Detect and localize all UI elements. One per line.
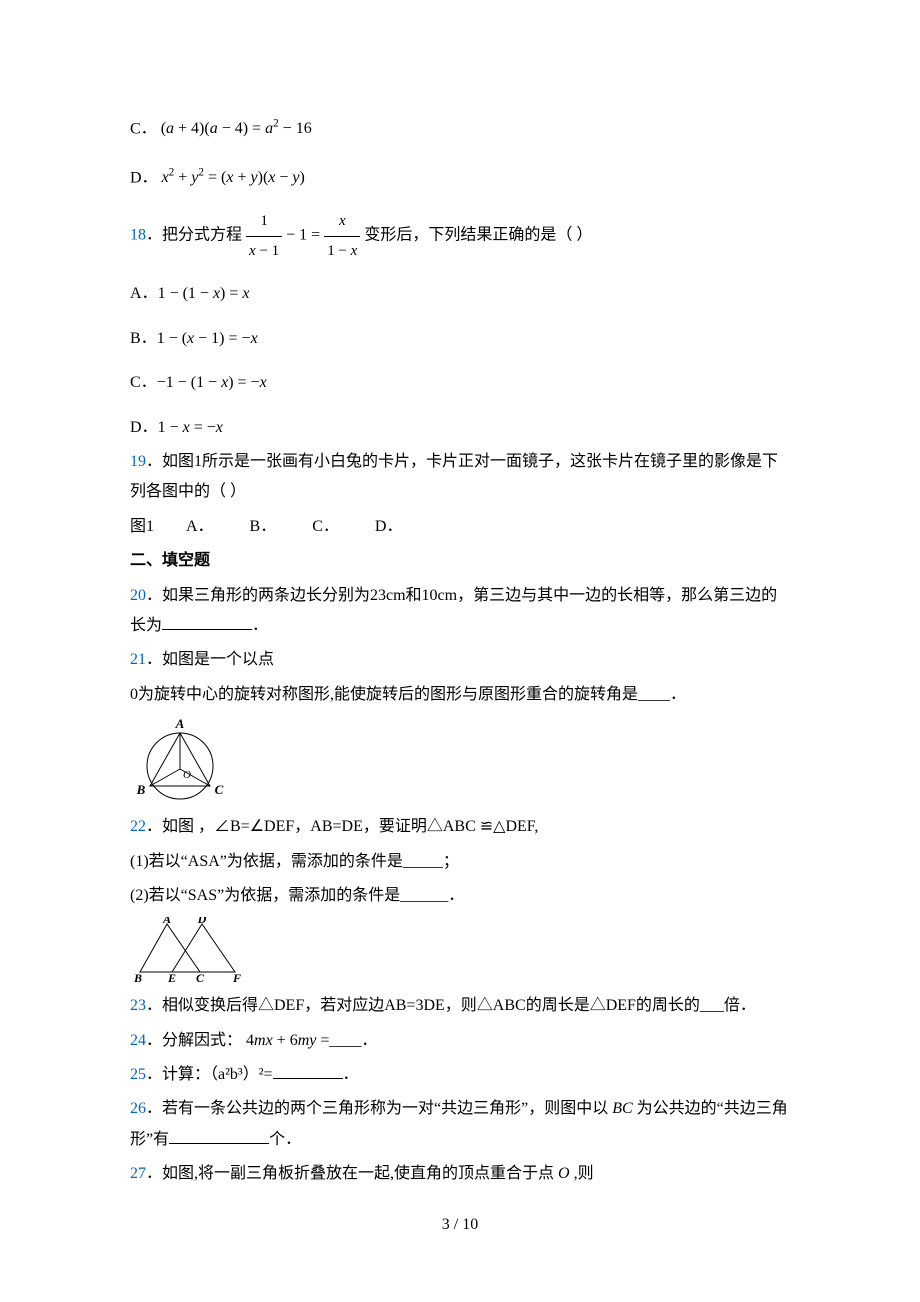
svg-text:A: A	[162, 917, 171, 926]
q26-blank	[169, 1127, 269, 1144]
q27-text-a: ．如图,将一副三角板折叠放在一起,使直角的顶点重合于点	[146, 1165, 558, 1182]
q18-mid: − 1 =	[286, 227, 320, 244]
q19-number: 19	[130, 453, 146, 470]
q20-blank	[162, 613, 252, 630]
svg-text:O: O	[183, 769, 191, 781]
page-content: C． (a + 4)(a − 4) = a2 − 16 D． x2 + y2 =…	[0, 0, 920, 1280]
q26-bc: BC	[612, 1100, 632, 1117]
q22-sub2: (2)若以“SAS”为依据，需添加的条件是______．	[130, 881, 790, 911]
page-footer: 3 / 10	[130, 1210, 790, 1240]
svg-text:A: A	[175, 716, 185, 731]
figure-22: A D B E C F	[130, 917, 260, 985]
q22: 22．如图 ，∠B=∠DEF，AB=DE，要证明△ABC ≌△DEF,	[130, 812, 790, 842]
q21-line2: 0为旋转中心的旋转对称图形,能使旋转后的图形与原图形重合的旋转角是____．	[130, 680, 790, 710]
q25: 25．计算：（a²b³）²=．	[130, 1060, 790, 1090]
option-c: C． (a + 4)(a − 4) = a2 − 16	[130, 114, 790, 145]
q19-options-row: 图1 A． B． C． D．	[130, 512, 790, 542]
q18-text-a: ．把分式方程	[146, 227, 242, 244]
q24: 24．分解因式： 4mx + 6my =____．	[130, 1026, 790, 1056]
q19: 19．如图1所示是一张画有小白兔的卡片，卡片正对一面镜子，这张卡片在镜子里的影像…	[130, 447, 790, 508]
q25-blank	[273, 1062, 343, 1079]
svg-text:C: C	[215, 782, 224, 797]
q18: 18．把分式方程 1x − 1 − 1 = x1 − x 变形后，下列结果正确的…	[130, 207, 790, 265]
svg-text:B: B	[136, 782, 146, 797]
option-d: D． x2 + y2 = (x + y)(x − y)	[130, 163, 790, 194]
q25-number: 25	[130, 1066, 146, 1083]
q27-number: 27	[130, 1165, 146, 1182]
q18-opt-a: A．1 − (1 − x) = x	[130, 279, 790, 309]
q19-text: ．如图1所示是一张画有小白兔的卡片，卡片正对一面镜子，这张卡片在镜子里的影像是下…	[130, 453, 778, 500]
section-2-heading: 二、填空题	[130, 546, 790, 576]
q18-frac2: x1 − x	[324, 207, 360, 265]
q21-text-a: ．如图是一个以点	[146, 651, 274, 668]
svg-text:C: C	[196, 971, 205, 985]
svg-text:E: E	[167, 971, 176, 985]
q18-opt-c: C．−1 − (1 − x) = −x	[130, 368, 790, 398]
opt-c-prefix: C．	[130, 120, 157, 137]
q21-number: 21	[130, 651, 146, 668]
svg-text:B: B	[133, 971, 142, 985]
q24-text-b: =____．	[320, 1032, 377, 1049]
q22-text: ．如图 ，∠B=∠DEF，AB=DE，要证明△ABC ≌△DEF,	[146, 818, 538, 835]
opt-d-prefix: D．	[130, 169, 158, 186]
opt-c-expr: (a + 4)(a − 4) = a2 − 16	[161, 120, 312, 137]
q22-sub1: (1)若以“ASA”为依据，需添加的条件是_____；	[130, 847, 790, 877]
q18-opt-d: D．1 − x = −x	[130, 413, 790, 443]
figure-21: A O B C	[130, 716, 230, 806]
q27-text-b: ,则	[570, 1165, 594, 1182]
opt-d-expr: x2 + y2 = (x + y)(x − y)	[162, 169, 305, 186]
q26: 26．若有一条公共边的两个三角形称为一对“共边三角形”，则图中以 BC 为公共边…	[130, 1094, 790, 1155]
q26-text-c: 个．	[269, 1131, 301, 1148]
q18-text-b: 变形后，下列结果正确的是（ ）	[364, 227, 592, 244]
svg-text:D: D	[197, 917, 207, 926]
q27: 27．如图,将一副三角板折叠放在一起,使直角的顶点重合于点 O ,则	[130, 1159, 790, 1189]
q23: 23．相似变换后得△DEF，若对应边AB=3DE，则△ABC的周长是△DEF的周…	[130, 991, 790, 1021]
q24-text-a: ．分解因式：	[146, 1032, 242, 1049]
q23-number: 23	[130, 997, 146, 1014]
svg-text:F: F	[232, 971, 241, 985]
q20-number: 20	[130, 587, 146, 604]
q24-number: 24	[130, 1032, 146, 1049]
q26-text-a: ．若有一条公共边的两个三角形称为一对“共边三角形”，则图中以	[146, 1100, 612, 1117]
q18-opt-b: B．1 − (x − 1) = −x	[130, 324, 790, 354]
q22-number: 22	[130, 818, 146, 835]
q26-number: 26	[130, 1100, 146, 1117]
q27-o: O	[558, 1165, 570, 1182]
q25-text: ．计算：（a²b³）²=	[146, 1066, 273, 1083]
q21-line1: 21．如图是一个以点	[130, 645, 790, 675]
q18-number: 18	[130, 227, 146, 244]
q18-frac1: 1x − 1	[246, 207, 282, 265]
q20: 20．如果三角形的两条边长分别为23cm和10cm，第三边与其中一边的长相等，那…	[130, 581, 790, 642]
q23-text: ．相似变换后得△DEF，若对应边AB=3DE，则△ABC的周长是△DEF的周长的…	[146, 997, 756, 1014]
q24-expr: 4mx + 6my	[246, 1032, 316, 1049]
